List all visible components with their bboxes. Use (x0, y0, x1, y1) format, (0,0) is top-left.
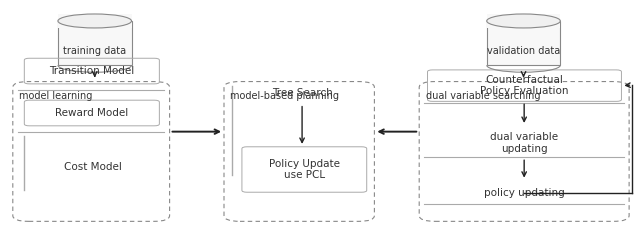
Text: Policy Update
use PCL: Policy Update use PCL (269, 159, 340, 180)
Ellipse shape (486, 14, 561, 28)
Text: Tree Search: Tree Search (272, 88, 332, 98)
Text: training data: training data (63, 46, 126, 56)
Bar (486, 14, 561, 28)
Bar (58, 14, 132, 28)
Bar (486, 21, 561, 65)
Text: dual variable searching: dual variable searching (426, 91, 540, 101)
Text: Counterfactual
Policy Evaluation: Counterfactual Policy Evaluation (480, 75, 569, 96)
Bar (58, 21, 132, 65)
Text: policy updating: policy updating (484, 188, 564, 198)
Text: Cost Model: Cost Model (64, 162, 122, 171)
Text: dual variable
updating: dual variable updating (490, 133, 558, 154)
Ellipse shape (58, 14, 132, 28)
Text: validation data: validation data (487, 46, 560, 56)
Text: Transition Model: Transition Model (49, 66, 134, 76)
Text: model learning: model learning (19, 91, 93, 101)
Text: Reward Model: Reward Model (55, 108, 129, 118)
Text: model-based planning: model-based planning (230, 91, 339, 101)
